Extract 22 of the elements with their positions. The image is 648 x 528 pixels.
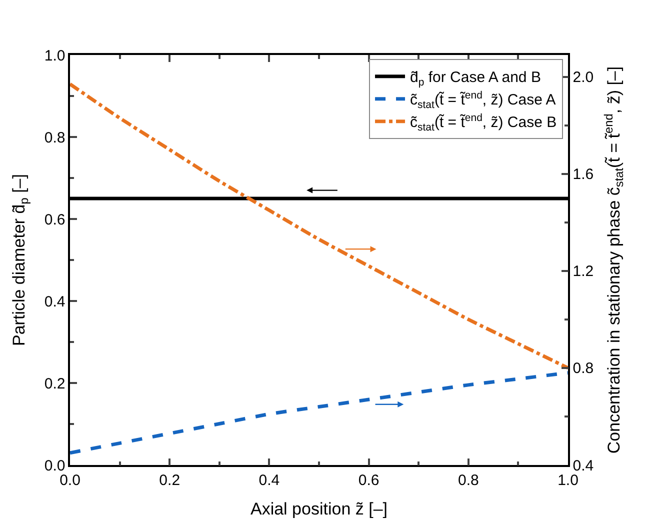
x-tick-label: 1.0 [558, 472, 578, 489]
y2-tick-label: 1.6 [572, 166, 594, 184]
x-tick-label: 0.2 [159, 472, 180, 489]
y-tick-label: 0.4 [44, 293, 66, 310]
x-tick-label: 0.8 [458, 472, 479, 489]
x-tick-label: 0.4 [258, 472, 280, 489]
line-series [70, 371, 568, 455]
y-tick-label: 0.0 [44, 457, 66, 474]
legend-label: c̃$_{stat}$(t̃ = t̃$^{end}$, z̃) Case A [410, 89, 556, 111]
y-tick-label: 0.6 [44, 211, 66, 228]
x-axis-title: Axial position z̃ [–] [250, 500, 388, 519]
x-tick-label: 0.6 [358, 472, 380, 489]
y2-tick-label: 0.8 [572, 360, 594, 378]
legend-label: d̃$_{p}$ for Case A and B [410, 69, 541, 88]
y2-tick-label: 0.4 [572, 457, 594, 474]
y-tick-label: 1.0 [44, 47, 66, 64]
y-tick-label: 0.2 [44, 375, 66, 392]
x-tick-label: 0.0 [60, 472, 80, 489]
y-tick-label: 0.8 [44, 129, 66, 146]
y2-tick-label: 1.2 [572, 263, 594, 280]
y2-tick-label: 2.0 [572, 69, 594, 86]
legend-label: c̃$_{stat}$(t̃ = t̃$^{end}$, z̃) Case B [410, 112, 557, 134]
